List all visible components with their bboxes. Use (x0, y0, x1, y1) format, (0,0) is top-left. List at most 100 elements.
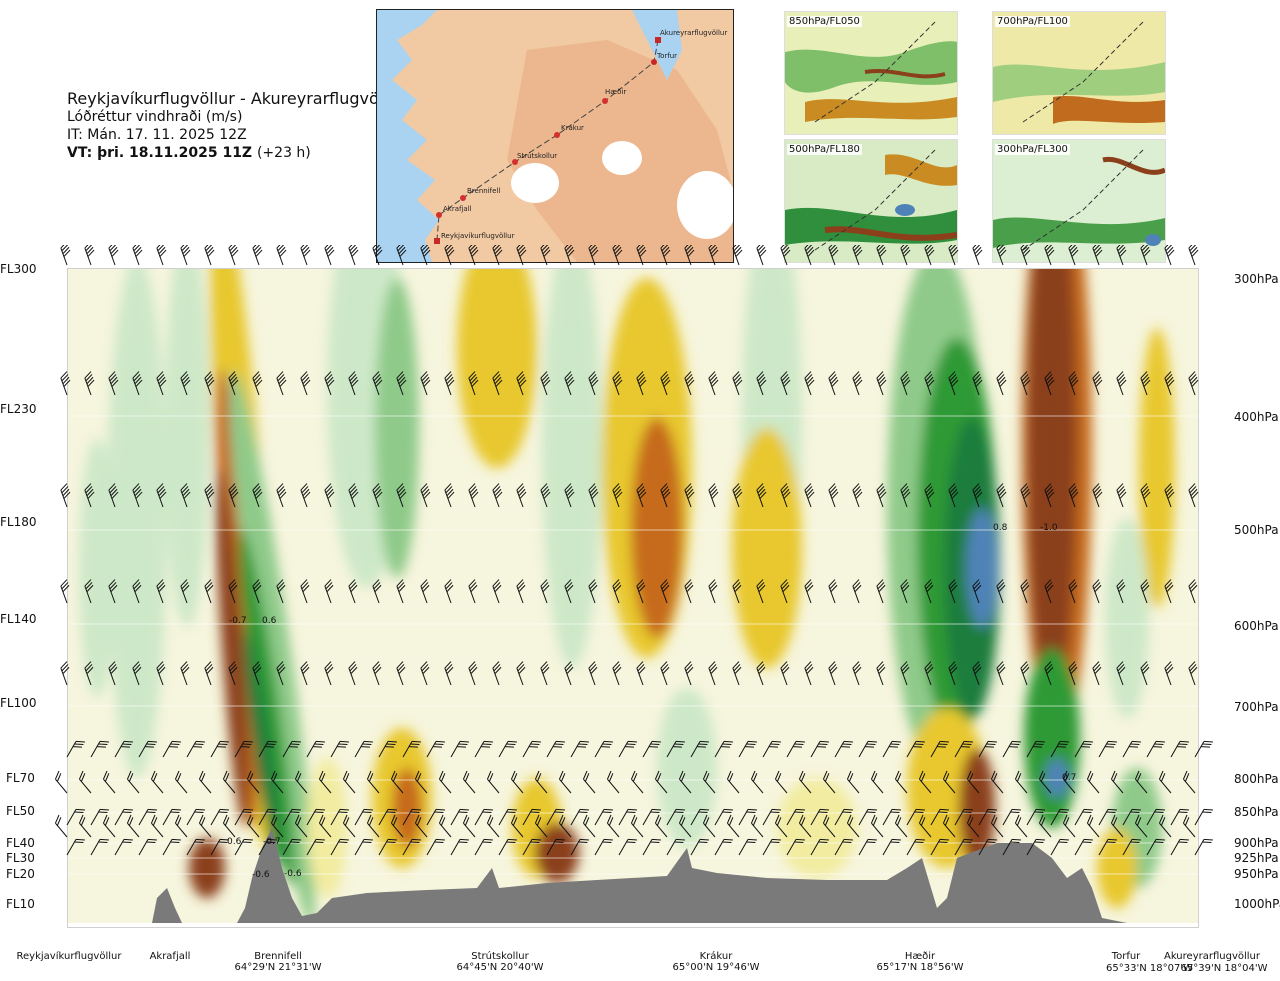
wind-barb (306, 740, 325, 758)
wind-barb (894, 814, 908, 838)
wind-barb (1140, 661, 1150, 686)
wind-barb (90, 808, 109, 826)
wind-barb (1092, 371, 1103, 396)
wind-barb (948, 245, 959, 266)
wind-barb (324, 245, 335, 266)
wind-barb (918, 770, 932, 794)
wind-barb (66, 808, 85, 826)
wind-barb (204, 371, 215, 396)
field-contour-blob (1105, 518, 1149, 718)
wind-barb (846, 814, 860, 838)
wind-barb (882, 808, 901, 826)
wind-barb (636, 579, 646, 604)
wind-barb (558, 814, 572, 838)
wind-barb (738, 740, 757, 758)
wind-barb (138, 808, 157, 826)
wind-barb (636, 245, 647, 266)
wind-barb (468, 579, 478, 604)
wind-barb (186, 808, 205, 826)
wind-barb (1170, 740, 1189, 758)
wind-barb (1182, 814, 1196, 838)
wind-barb (1116, 579, 1126, 604)
wind-barb (588, 371, 599, 396)
wind-barb (1164, 483, 1175, 508)
wind-barb (174, 770, 188, 794)
field-contour-blob (215, 468, 249, 828)
level-panel-label: 700hPa/FL100 (995, 16, 1070, 27)
wind-barb (162, 808, 181, 826)
wind-barb (366, 814, 380, 838)
wind-barb (636, 371, 647, 396)
map-marker-akureyri (655, 37, 661, 43)
wind-barb (1092, 579, 1102, 604)
wind-barb (372, 245, 383, 266)
wind-barb (1050, 740, 1069, 758)
wind-barb (282, 808, 301, 826)
wind-barb (756, 371, 767, 396)
location-coord-akureyri: 65°39'N 18°04'W (1180, 963, 1268, 974)
wind-barb (114, 838, 133, 856)
wind-barb (180, 661, 190, 686)
wind-barb (930, 740, 949, 758)
wind-barb (300, 483, 311, 508)
wind-barb (978, 740, 997, 758)
wind-barb (810, 838, 829, 856)
wind-barb (174, 814, 188, 838)
wind-barb (858, 808, 877, 826)
wind-barb (780, 245, 791, 266)
wind-barb (102, 770, 116, 794)
wind-barb (702, 770, 716, 794)
wind-barb (906, 838, 925, 856)
wind-barb (84, 579, 94, 604)
wind-barb (1020, 245, 1031, 266)
wind-barb (636, 661, 646, 686)
wind-barb (396, 579, 406, 604)
wind-barb (774, 814, 788, 838)
wind-barb (228, 371, 239, 396)
contour-value-label: -0.7 (229, 616, 247, 626)
wind-barb (684, 483, 695, 508)
wind-barb (564, 483, 575, 508)
wind-barb (90, 740, 109, 758)
wind-barb (966, 814, 980, 838)
location-label-akureyri: Akureyrarflugvöllur (1163, 951, 1260, 962)
wind-barb (282, 838, 301, 856)
wind-barb (1044, 661, 1054, 686)
wind-barb (420, 371, 431, 396)
wind-barb (378, 808, 397, 826)
field-contour-blob (542, 268, 602, 668)
wind-barb (78, 814, 92, 838)
wind-barb (132, 579, 142, 604)
field-contour-blob (307, 758, 347, 898)
wind-barb (324, 661, 334, 686)
wind-barb (1026, 838, 1045, 856)
wind-barb (234, 808, 253, 826)
chart-title-block: Reykjavíkurflugvöllur - Akureyrarflugvöl… (67, 90, 404, 162)
wind-barb (972, 483, 983, 508)
wind-barb (738, 838, 757, 856)
cross-section-chart: -0.7 0.60.8 -1.00.7-0.60.6 -0.7-0.6 (67, 268, 1199, 928)
wind-barb (492, 371, 503, 396)
wind-barb (978, 838, 997, 856)
wind-barb (132, 245, 143, 266)
wind-barb (372, 371, 383, 396)
wind-barb (1092, 483, 1103, 508)
wind-barb (804, 661, 814, 686)
wind-barb (612, 371, 623, 396)
wind-barb (252, 661, 262, 686)
wind-barb (378, 838, 397, 856)
wind-barb (66, 740, 85, 758)
wind-barb (924, 483, 935, 508)
map-marker-krakur (554, 132, 560, 138)
wind-barb (1122, 838, 1141, 856)
wind-barb (300, 661, 310, 686)
wind-barb (1098, 808, 1117, 826)
wind-barb (306, 808, 325, 826)
wind-barb (150, 770, 164, 794)
wind-barb (972, 371, 983, 396)
wind-barb (954, 808, 973, 826)
wind-barb (246, 770, 260, 794)
wind-barb (618, 838, 637, 856)
wind-barb (246, 814, 260, 838)
wind-barb (108, 579, 118, 604)
